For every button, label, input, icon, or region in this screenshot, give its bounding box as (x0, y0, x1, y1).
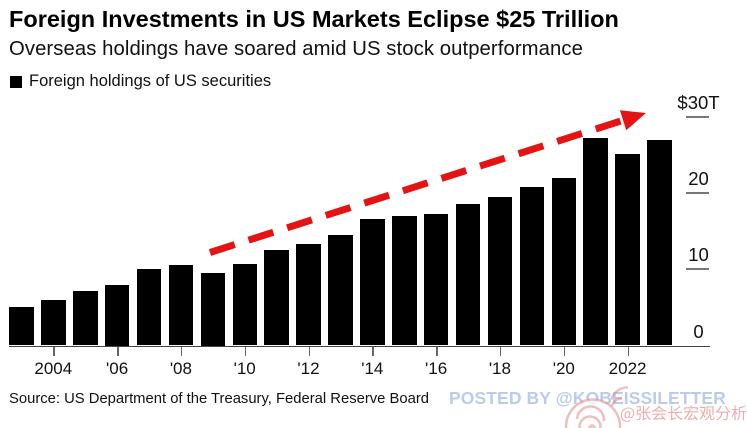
x-axis-label-2014: '14 (361, 359, 384, 378)
bar-2003 (9, 307, 34, 346)
bar-2020 (551, 177, 576, 346)
x-tick-2018 (499, 346, 502, 356)
y-gridline-20 (686, 192, 709, 194)
x-tick-2020 (563, 346, 566, 356)
x-axis-label-2022: 2022 (608, 359, 647, 378)
x-axis-label-2012: '12 (297, 359, 320, 378)
x-tick-2010 (244, 346, 247, 356)
y-gridline-30 (686, 115, 709, 118)
y-axis-label-20: 20 (688, 168, 709, 189)
posted-by-watermark: POSTED BY @KOBEISSILETTER (449, 388, 726, 408)
bar-2011 (264, 250, 289, 346)
bar-2012 (296, 244, 321, 346)
bar-2013 (328, 234, 353, 346)
bar-2008 (168, 264, 194, 346)
x-axis-label-2018: '18 (488, 359, 511, 378)
x-tick-2012 (308, 346, 310, 356)
x-tick-2006 (117, 346, 119, 356)
bar-2006 (104, 284, 130, 346)
bar-2010 (232, 263, 257, 346)
x-axis-label-2020: '20 (552, 359, 575, 378)
legend-label: Foreign holdings of US securities (29, 72, 272, 90)
y-axis-label-0: 0 (693, 320, 704, 342)
bar-2019 (519, 186, 545, 346)
chart-subtitle: Overseas holdings have soared amid US st… (9, 38, 583, 60)
x-tick-2014 (372, 346, 374, 356)
bar-2015 (392, 215, 417, 346)
bar-2018 (487, 196, 513, 346)
x-axis-label-2006: '06 (106, 359, 129, 378)
x-tick-2008 (180, 346, 183, 356)
y-gridline-10 (686, 268, 709, 271)
y-axis-label-10: 10 (688, 244, 709, 266)
weibo-watermark-text: @张会长宏观分析 (0, 0, 1, 1)
bar-2004 (41, 299, 66, 346)
bar-2022 (615, 154, 640, 346)
bar-2023 (647, 140, 672, 346)
bar-2016 (423, 214, 449, 346)
x-axis-line (9, 345, 710, 347)
bar-2021 (583, 138, 608, 346)
bar-2014 (360, 218, 385, 346)
x-tick-2004 (53, 346, 55, 356)
source-note: Source: US Department of the Treasury, F… (9, 391, 429, 407)
x-axis-label-2016: '16 (425, 359, 448, 378)
bar-2009 (200, 273, 226, 346)
x-tick-2022 (627, 346, 630, 356)
chart-title: Foreign Investments in US Markets Eclips… (9, 6, 619, 32)
x-axis-label-2008: '08 (169, 359, 192, 378)
legend: Foreign holdings of US securities (10, 72, 271, 91)
bar-2005 (73, 291, 98, 346)
x-tick-2016 (436, 346, 438, 356)
bar-2017 (455, 204, 481, 346)
legend-swatch-icon (10, 75, 22, 88)
y-axis-label-30: $30T (677, 91, 720, 113)
x-axis-label-2004: 2004 (34, 359, 73, 378)
bar-2007 (136, 269, 162, 346)
x-axis-label-2010: '10 (233, 359, 256, 378)
